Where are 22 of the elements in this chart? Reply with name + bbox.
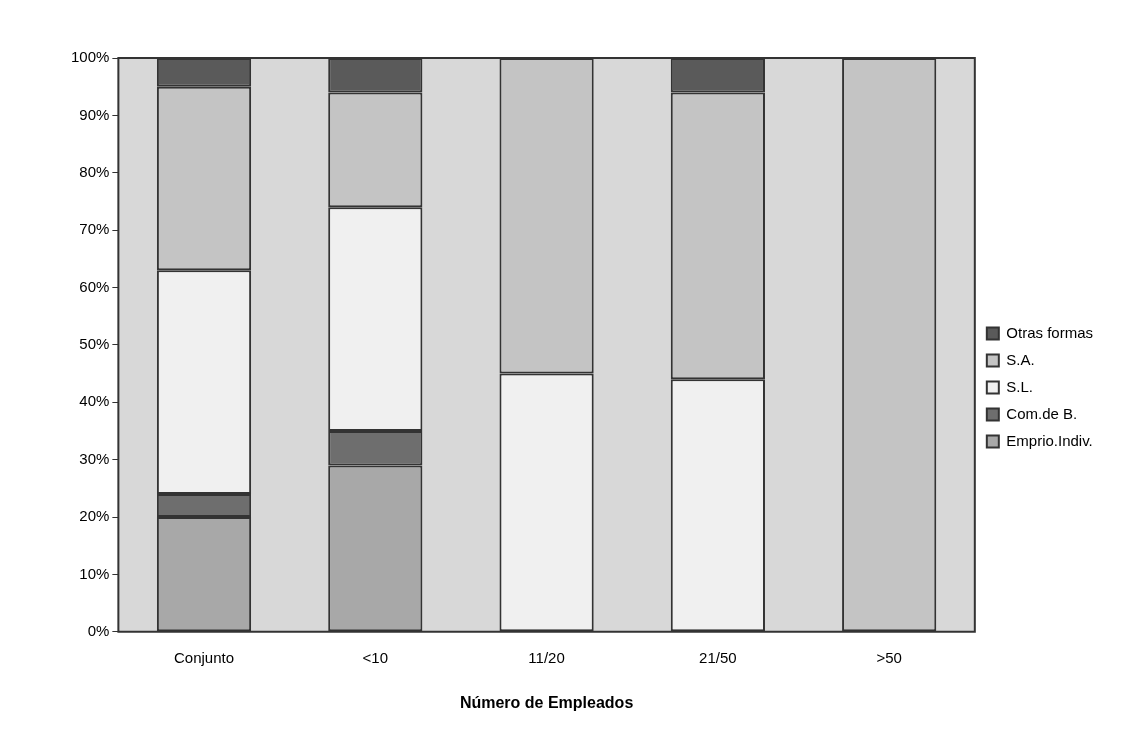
y-tick-label: 80% [79,162,110,180]
x-tick-label: Conjunto [173,648,235,666]
x-tick-label: 11/20 [528,648,565,666]
x-axis-title: Número de Empleados [459,693,634,711]
y-tick-label: 40% [79,392,110,410]
y-tick-label: 100% [70,48,110,66]
y-tick-label: 0% [87,621,110,639]
x-tick-label: <10 [362,648,389,666]
x-tick-label: >50 [876,648,902,666]
y-tick-label: 60% [79,277,110,295]
y-tick-label: 20% [79,507,110,525]
legend-label: Emprio.Indiv. [1006,431,1093,449]
y-tick-label: 70% [79,220,110,238]
legend-label: Otras formas [1006,323,1094,341]
y-tick-label: 90% [79,105,110,123]
legend-label: Com.de B. [1006,404,1078,422]
y-tick-label: 30% [79,449,110,467]
y-tick-label: 50% [79,335,110,353]
legend-label: S.L. [1006,377,1034,395]
legend-label: S.A. [1006,350,1035,368]
x-tick-label: 21/50 [699,648,737,666]
y-tick-label: 10% [79,564,110,582]
